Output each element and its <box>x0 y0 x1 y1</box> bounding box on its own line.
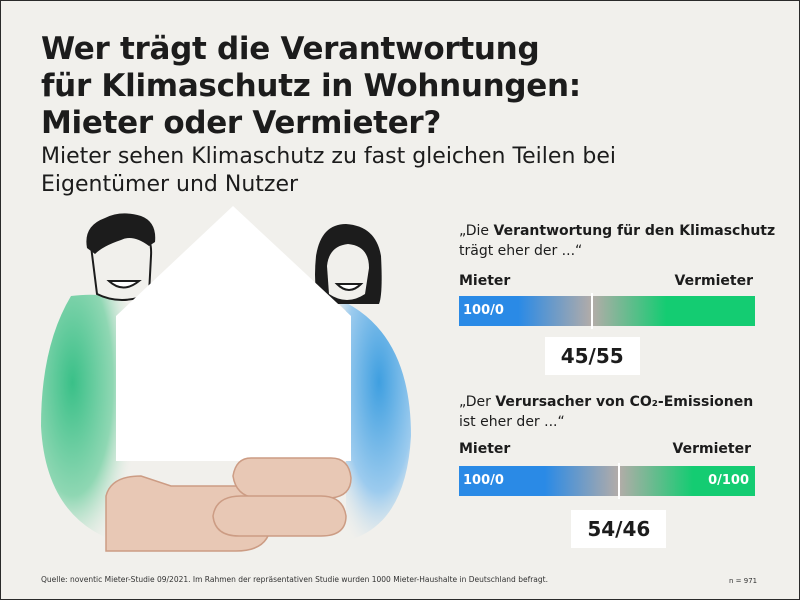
sample-size: n = 971 <box>729 577 758 585</box>
house-icon <box>116 206 351 461</box>
bar-2-right-label: Vermieter <box>672 441 751 457</box>
title-line-1: Wer trägt die Verantwortung <box>41 31 540 67</box>
bar-2-end-label: 0/100 <box>708 473 749 488</box>
bar-2-marker <box>617 463 620 499</box>
bar-1-left-label: Mieter <box>459 273 511 289</box>
bar-2-left-label: Mieter <box>459 441 511 457</box>
question-2-bold: Verursacher von CO₂-Emissionen <box>495 394 754 410</box>
question-1: „Die Verantwortung für den Klimaschutz t… <box>459 221 779 261</box>
bar-1-start-label: 100/0 <box>463 303 504 318</box>
bar-1-value-label: 45/55 <box>544 337 640 375</box>
bar-1: 100/0 <box>459 293 755 329</box>
question-2-pre: „Der <box>459 394 496 410</box>
source-note: Quelle: noventic Mieter-Studie 09/2021. … <box>41 575 548 584</box>
question-2-post: ist eher der ...“ <box>459 414 565 430</box>
bar-2-value-label: 54/46 <box>571 510 667 548</box>
bar-1-fill <box>459 296 755 326</box>
bar-2-start-label: 100/0 <box>463 473 504 488</box>
bar-2-fill <box>459 466 755 496</box>
title-line-2: für Klimaschutz in Wohnungen: <box>41 68 581 104</box>
bar-1-right-label: Vermieter <box>674 273 753 289</box>
bar-2: 100/0 0/100 <box>459 463 755 499</box>
title-line-3: Mieter oder Vermieter? <box>41 105 442 141</box>
question-1-post: trägt eher der ...“ <box>459 243 583 259</box>
page-title: Wer trägt die Verantwortung für Klimasch… <box>41 31 581 142</box>
illustration <box>41 206 411 552</box>
smiling-man-icon <box>41 213 156 546</box>
hands-icon <box>105 457 352 552</box>
question-1-bold: Verantwortung für den Klimaschutz <box>493 223 776 239</box>
bar-1-marker <box>591 293 594 329</box>
question-1-pre: „Die <box>459 223 494 239</box>
subtitle: Mieter sehen Klimaschutz zu fast gleiche… <box>41 144 616 197</box>
question-2: „Der Verursacher von CO₂-Emissionen ist … <box>459 392 779 432</box>
